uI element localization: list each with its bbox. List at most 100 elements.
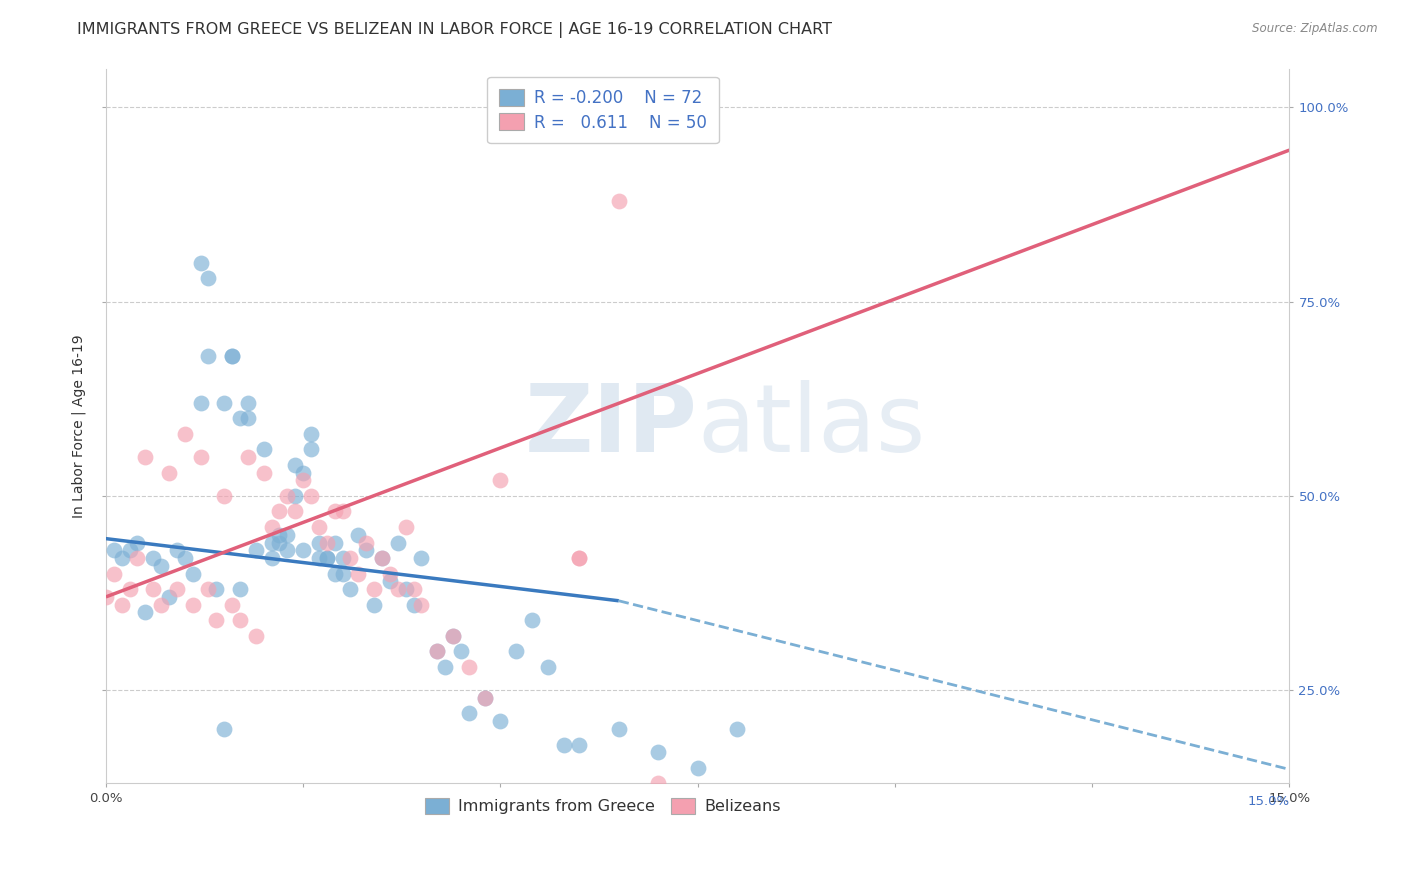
Point (434, 660, 457, 674)
Point (426, 644, 449, 658)
Point (323, 504, 346, 518)
Point (308, 520, 330, 534)
Point (212, 395, 235, 409)
Point (387, 535, 409, 549)
Point (260, 535, 283, 549)
Point (118, 582, 141, 596)
Point (402, 582, 425, 596)
Point (118, 543, 141, 558)
Point (450, 644, 472, 658)
Point (505, 644, 527, 658)
Point (363, 582, 385, 596)
Point (537, 660, 560, 674)
Point (134, 450, 156, 464)
Point (457, 660, 479, 674)
Point (205, 582, 228, 596)
Y-axis label: In Labor Force | Age 16-19: In Labor Force | Age 16-19 (72, 334, 86, 517)
Point (103, 566, 125, 581)
Point (205, 613, 228, 627)
Point (166, 582, 188, 596)
Point (212, 722, 235, 736)
Point (647, 776, 669, 790)
Point (292, 466, 315, 480)
Point (395, 520, 418, 534)
Point (332, 551, 354, 566)
Point (568, 551, 591, 566)
Point (181, 566, 204, 581)
Point (411, 598, 433, 612)
Point (607, 722, 630, 736)
Point (299, 426, 322, 441)
Point (725, 722, 748, 736)
Point (142, 582, 165, 596)
Point (212, 489, 235, 503)
Point (292, 543, 315, 558)
Point (245, 543, 267, 558)
Point (371, 551, 394, 566)
Point (457, 706, 479, 721)
Point (489, 474, 512, 488)
Point (568, 738, 591, 752)
Point (150, 598, 173, 612)
Point (520, 613, 543, 627)
Point (339, 551, 361, 566)
Point (315, 535, 337, 549)
Point (197, 271, 219, 285)
Point (276, 489, 298, 503)
Point (173, 551, 195, 566)
Point (474, 690, 496, 705)
Point (395, 582, 418, 596)
Point (686, 761, 709, 775)
Point (236, 395, 259, 409)
Point (181, 598, 204, 612)
Point (111, 551, 134, 566)
Point (229, 582, 252, 596)
Point (276, 527, 298, 541)
Point (489, 714, 512, 729)
Point (276, 543, 298, 558)
Point (411, 551, 433, 566)
Point (134, 606, 156, 620)
Point (150, 558, 173, 573)
Point (166, 543, 188, 558)
Point (553, 738, 575, 752)
Point (607, 194, 630, 208)
Point (157, 590, 180, 604)
Point (363, 598, 385, 612)
Point (157, 466, 180, 480)
Point (332, 566, 354, 581)
Point (127, 551, 149, 566)
Point (221, 349, 243, 363)
Point (292, 474, 315, 488)
Point (127, 535, 149, 549)
Point (354, 543, 377, 558)
Point (236, 450, 259, 464)
Legend: Immigrants from Greece, Belizeans: Immigrants from Greece, Belizeans (413, 787, 793, 825)
Point (197, 349, 219, 363)
Point (260, 551, 283, 566)
Point (111, 598, 134, 612)
Point (269, 504, 291, 518)
Point (378, 574, 401, 589)
Point (197, 582, 219, 596)
Point (426, 644, 449, 658)
Text: IMMIGRANTS FROM GREECE VS BELIZEAN IN LABOR FORCE | AGE 16-19 CORRELATION CHART: IMMIGRANTS FROM GREECE VS BELIZEAN IN LA… (77, 22, 832, 38)
Point (441, 629, 464, 643)
Point (332, 504, 354, 518)
Point (339, 582, 361, 596)
Point (315, 551, 337, 566)
Point (347, 527, 370, 541)
Point (142, 551, 165, 566)
Point (647, 745, 669, 759)
Point (229, 613, 252, 627)
Point (323, 566, 346, 581)
Text: Source: ZipAtlas.com: Source: ZipAtlas.com (1253, 22, 1378, 36)
Point (441, 629, 464, 643)
Point (190, 395, 212, 409)
Point (315, 551, 337, 566)
Point (402, 598, 425, 612)
Point (221, 598, 243, 612)
Point (284, 504, 307, 518)
Text: ZIP: ZIP (524, 380, 697, 472)
Point (236, 411, 259, 425)
